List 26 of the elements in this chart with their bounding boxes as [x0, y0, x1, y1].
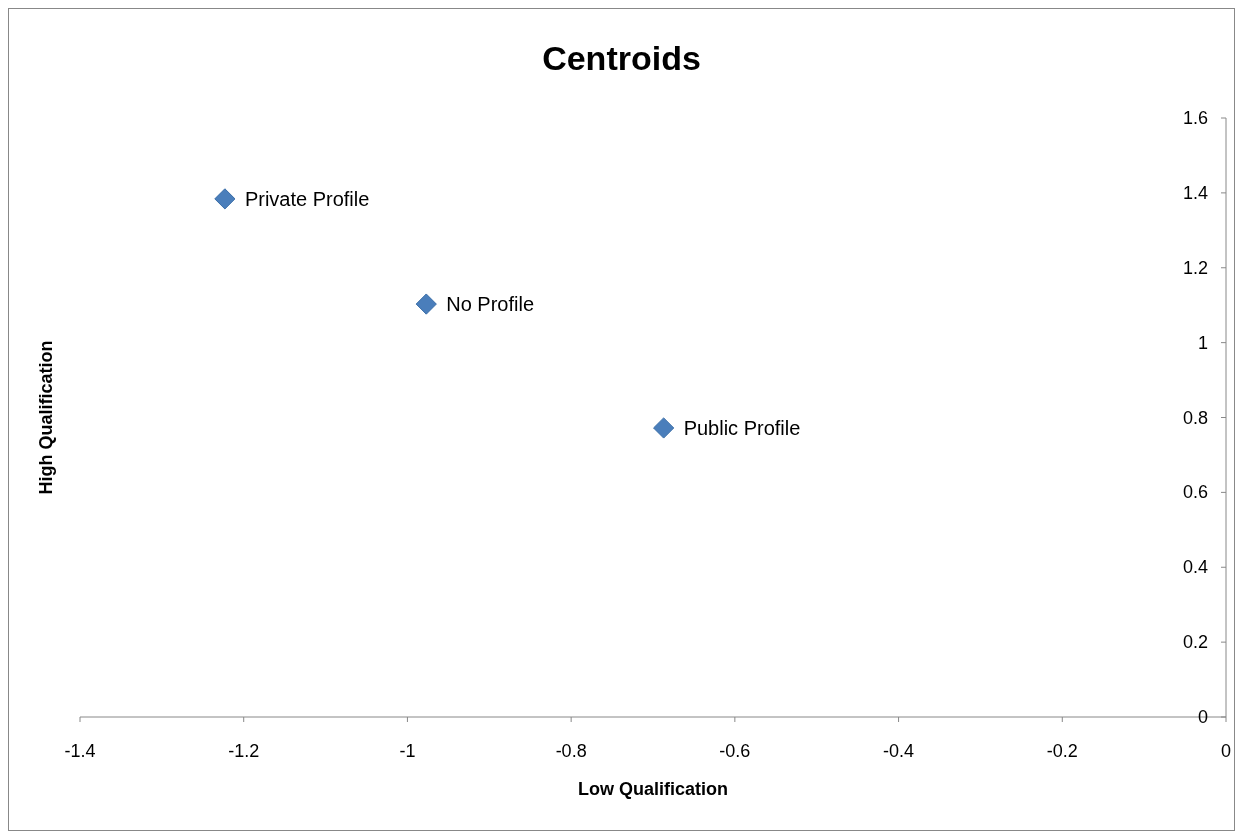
point: [653, 417, 675, 439]
y-tick-label: 1.4: [1182, 182, 1208, 203]
point: [214, 188, 236, 210]
y-tick-label: 0.2: [1182, 632, 1208, 653]
x-tick-label: -0.6: [719, 741, 751, 761]
annotation: Private Profile: [244, 187, 370, 210]
y-tick-label: 0.6: [1182, 482, 1208, 503]
annotation: Public Profile: [683, 416, 801, 439]
y-tick-label: 0.4: [1182, 557, 1208, 578]
x-tick-label: -0.8: [555, 741, 587, 761]
x-tick-label: -1: [399, 741, 416, 761]
y-tick-label: 1.6: [1182, 108, 1208, 128]
x-tick-label: -1.4: [64, 741, 96, 761]
point: [415, 293, 437, 315]
y-tick-label: 1: [1197, 332, 1208, 353]
y-tick-label: 0: [1197, 707, 1208, 727]
chart-title: Centroids: [542, 39, 701, 77]
x-tick-label: -0.2: [1046, 741, 1078, 761]
y-tick-label: 1.2: [1182, 257, 1208, 278]
annotation: No Profile: [446, 293, 535, 316]
x-tick-label: -0.4: [883, 741, 915, 761]
x-tick-label: -1.2: [228, 741, 260, 761]
y-axis-title: High Qualification: [36, 340, 56, 495]
x-tick-label: 0: [1220, 741, 1232, 761]
y-tick-label: 0.8: [1182, 407, 1208, 428]
x-axis-title: Low Qualification: [577, 779, 729, 799]
